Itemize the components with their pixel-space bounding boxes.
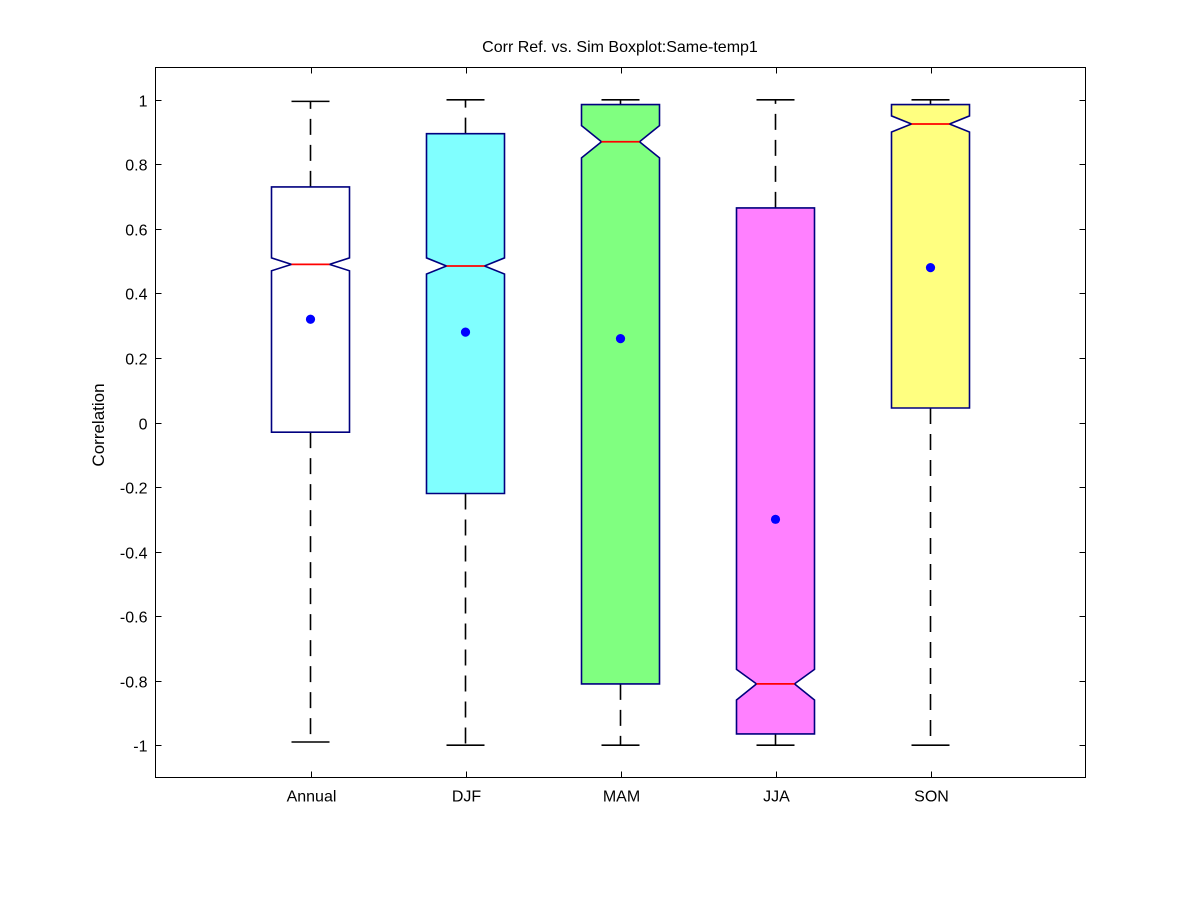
- y-tick-label: -0.4: [120, 546, 148, 563]
- y-axis-label: Correlation: [89, 383, 108, 466]
- x-tick-label: MAM: [603, 789, 640, 806]
- mean-marker: [615, 333, 626, 344]
- y-tick-label: 0.4: [125, 287, 147, 304]
- y-tick-label: -0.8: [120, 675, 148, 692]
- notched-box: [425, 132, 506, 495]
- chart-title: Corr Ref. vs. Sim Boxplot:Same-temp1: [482, 39, 758, 56]
- notched-box: [735, 207, 816, 735]
- x-tick-label: Annual: [287, 789, 337, 806]
- box-jja: [735, 98, 816, 747]
- y-tick-label: -0.2: [120, 481, 148, 498]
- box-mam: [580, 98, 661, 747]
- mean-marker: [305, 314, 316, 324]
- y-tick-label: -1: [133, 739, 147, 756]
- y-tick-label: 0: [139, 417, 148, 434]
- box-son: [890, 98, 971, 747]
- boxes-layer: [270, 98, 971, 747]
- x-tick-label: DJF: [452, 789, 482, 806]
- y-tick-label: 0.8: [125, 158, 147, 175]
- box-annual: [270, 100, 351, 743]
- mean-marker: [460, 327, 471, 337]
- x-tick-label: SON: [914, 789, 949, 806]
- mean-marker: [925, 262, 936, 273]
- notched-box: [580, 103, 661, 685]
- notched-box: [270, 186, 351, 434]
- mean-marker: [770, 514, 781, 524]
- box-djf: [425, 98, 506, 747]
- y-tick-label: 0.2: [125, 352, 147, 369]
- y-tick-label: 0.6: [125, 223, 147, 240]
- y-tick-label: 1: [139, 94, 148, 111]
- axes-layer: -1 -0.8 -0.6 -0.4 -0.2 0 0.2 0.4 0.6 0.8 1 Annual DJ…: [120, 67, 1086, 806]
- x-tick-label: JJA: [763, 789, 790, 806]
- y-tick-label: -0.6: [120, 610, 148, 627]
- notched-box: [890, 103, 971, 409]
